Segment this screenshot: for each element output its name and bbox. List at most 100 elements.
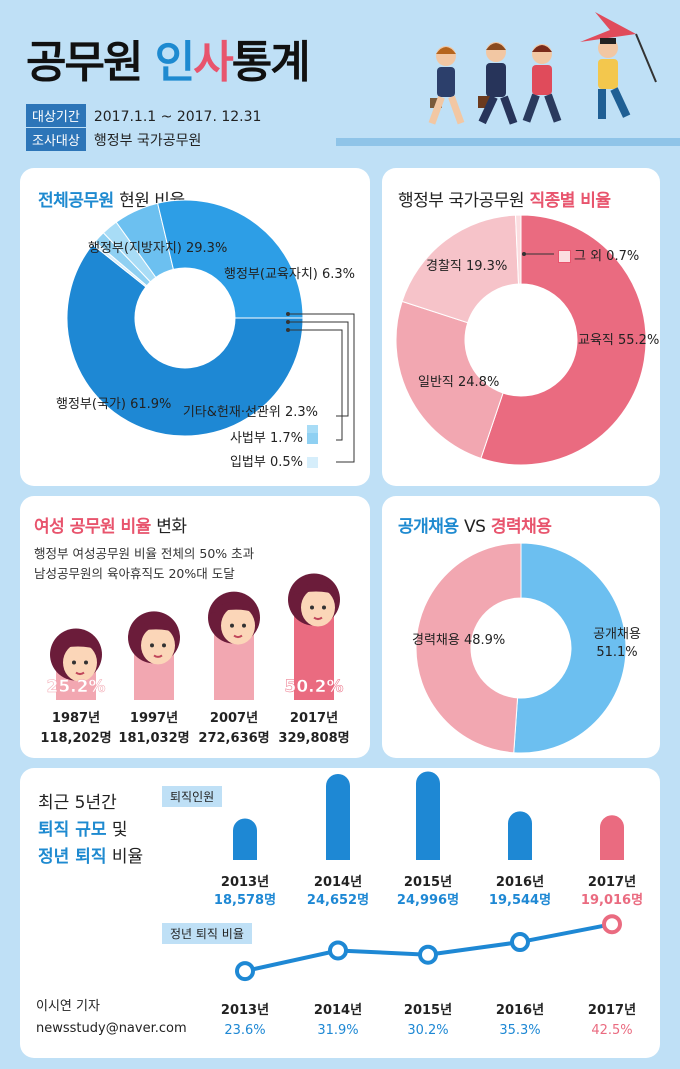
panel-job-ratio: 행정부 국가공무원 직종별 비율 교육직 55.2% 일반직 24.8% 경찰직…: [382, 168, 660, 486]
retire-year-label-0: 2013년: [221, 875, 269, 890]
panel-recruitment: 공개채용 VS 경력채용 공개채용 51.1% 경력채용 48.9%: [382, 496, 660, 758]
label-national-admin: 행정부(국가) 61.9%: [56, 397, 172, 412]
retire-year-label-1: 2014년: [314, 875, 362, 890]
period-value: 2017.1.1 ~ 2017. 12.31: [93, 109, 262, 125]
header-underline: [336, 138, 680, 146]
female-count-label-1: 181,032명: [118, 730, 189, 746]
female-value-label-3: 50.2%: [285, 677, 344, 697]
period-tag: 대상기간: [26, 104, 86, 127]
slice-1: [395, 300, 504, 460]
donut-chart-job: [395, 214, 647, 466]
ratio-value-label-4: 42.5%: [591, 1023, 632, 1038]
retire-tag: 퇴직인원: [162, 786, 223, 807]
female-year-label-3: 2017년: [290, 711, 338, 726]
ratio-year-label-3: 2016년: [496, 1003, 544, 1018]
ratio-value-label-0: 23.6%: [224, 1023, 265, 1038]
label-education: 교육직 55.2%: [578, 333, 660, 348]
female-year-label-2: 2007년: [210, 711, 258, 726]
label-career-recruit: 경력채용 48.9%: [412, 633, 506, 648]
label-judiciary: 사법부 1.7%: [168, 430, 318, 448]
retire-year-label-4: 2017년: [588, 875, 636, 890]
label-local-admin: 행정부(지방자치) 29.3%: [88, 241, 228, 256]
reporter-name: 이시연 기자: [36, 999, 100, 1014]
retire-year-label-3: 2016년: [496, 875, 544, 890]
page-title: 공무원 인사통계: [26, 26, 311, 90]
target-value: 행정부 국가공무원: [93, 133, 202, 149]
ratio-value-label-1: 31.9%: [317, 1023, 358, 1038]
ratio-year-label-2: 2015년: [404, 1003, 452, 1018]
retire-bar-2: [416, 771, 440, 860]
panel4-title: 공개채용 VS 경력채용: [398, 517, 552, 537]
panel-total-ratio: 전체공무원 현원 비율 행정부(지방자치) 29.3% 행정부(교육자치) 6.…: [20, 168, 370, 486]
female-year-label-1: 1997년: [130, 711, 178, 726]
retire-count-label-0: 18,578명: [214, 892, 276, 908]
title-part: 공무원: [26, 37, 143, 88]
woman-face-icon: [288, 573, 340, 627]
leader-judiciary: [288, 329, 343, 441]
leader-dot-2: [286, 328, 290, 332]
retire-bar-3: [508, 811, 532, 860]
panel5-heading: 최근 5년간 퇴직 규모 및 정년 퇴직 비율: [38, 793, 144, 867]
ratio-year-label-0: 2013년: [221, 1003, 269, 1018]
slice-1: [157, 199, 304, 319]
label-police: 경찰직 19.3%: [426, 259, 508, 274]
woman-face-icon: [128, 611, 180, 665]
female-ratio-bars: 25.2% 1987년 118,202명 1997년 181,032명 2007년 272,…: [40, 573, 350, 746]
leader-dot-other: [522, 252, 526, 256]
retire-bar-1: [326, 774, 350, 860]
label-open-recruit: 공개채용 51.1%: [593, 627, 641, 660]
runners-illustration: [428, 12, 657, 125]
ratio-point-1: [328, 940, 348, 961]
title-accent-pink: 사: [193, 37, 234, 88]
title-part: 통계: [231, 37, 311, 88]
ratio-value-label-2: 30.2%: [407, 1023, 448, 1038]
label-etc: 기타&헌재·선관위 2.3%: [168, 404, 318, 440]
retire-bar-4: [600, 815, 624, 860]
donut-chart-total: [66, 199, 355, 463]
label-edu-admin: 행정부(교육자치) 6.3%: [224, 267, 356, 282]
donut-chart-recruitment: [415, 542, 627, 754]
woman-face-icon: [208, 591, 260, 645]
ratio-year-label-4: 2017년: [588, 1003, 636, 1018]
woman-face-icon: [50, 628, 102, 682]
panel1-title: 전체공무원 현원 비율: [38, 191, 185, 211]
ratio-point-4: [602, 914, 622, 935]
ratio-point-2: [418, 944, 438, 965]
panel3-title: 여성 공무원 비율 변화: [34, 517, 187, 537]
ratio-tag: 정년 퇴직 비율: [162, 923, 252, 944]
label-legislature: 입법부 0.5%: [168, 454, 318, 472]
ratio-value-label-3: 35.3%: [499, 1023, 540, 1038]
panel-female-ratio: 여성 공무원 비율 변화 행정부 여성공무원 비율 전체의 50% 초과 남성공…: [20, 496, 370, 758]
panel-retirement: 최근 5년간 퇴직 규모 및 정년 퇴직 비율 퇴직인원 정년 퇴직 비율 20…: [20, 768, 660, 1058]
female-count-label-3: 329,808명: [278, 730, 349, 746]
label-general: 일반직 24.8%: [418, 375, 500, 390]
leader-legislature: [288, 313, 355, 463]
retirement-chart: 2013년 18,578명 2014년 24,652명 2015년 24,996명 2016…: [214, 771, 643, 1038]
slice-1: [415, 542, 522, 754]
retire-count-label-2: 24,996명: [397, 892, 459, 908]
slice-0: [513, 542, 627, 754]
flag-icon: [580, 12, 636, 42]
label-other: 그 외 0.7%: [558, 248, 639, 266]
female-count-label-0: 118,202명: [40, 730, 111, 746]
retire-year-label-2: 2015년: [404, 875, 452, 890]
slice-0: [480, 214, 647, 466]
ratio-point-0: [235, 961, 255, 982]
female-year-label-0: 1987년: [52, 711, 100, 726]
leader-dot-1: [286, 320, 290, 324]
retire-bar-0: [233, 818, 257, 860]
period-row: 대상기간 2017.1.1 ~ 2017. 12.31: [26, 104, 261, 127]
leader-dot-0: [286, 312, 290, 316]
ratio-year-label-1: 2014년: [314, 1003, 362, 1018]
female-count-label-2: 272,636명: [198, 730, 269, 746]
panel3-description: 행정부 여성공무원 비율 전체의 50% 초과 남성공무원의 육아휴직도 20%…: [34, 546, 255, 581]
target-tag: 조사대상: [26, 128, 86, 151]
female-value-label-0: 25.2%: [47, 677, 106, 697]
target-row: 조사대상 행정부 국가공무원: [26, 128, 201, 151]
slice-2: [401, 214, 520, 324]
panel2-title: 행정부 국가공무원 직종별 비율: [398, 191, 611, 211]
retire-count-label-4: 19,016명: [581, 892, 643, 908]
retire-count-label-3: 19,544명: [489, 892, 551, 908]
title-accent-blue: 인: [154, 37, 196, 88]
ratio-point-3: [510, 932, 530, 953]
